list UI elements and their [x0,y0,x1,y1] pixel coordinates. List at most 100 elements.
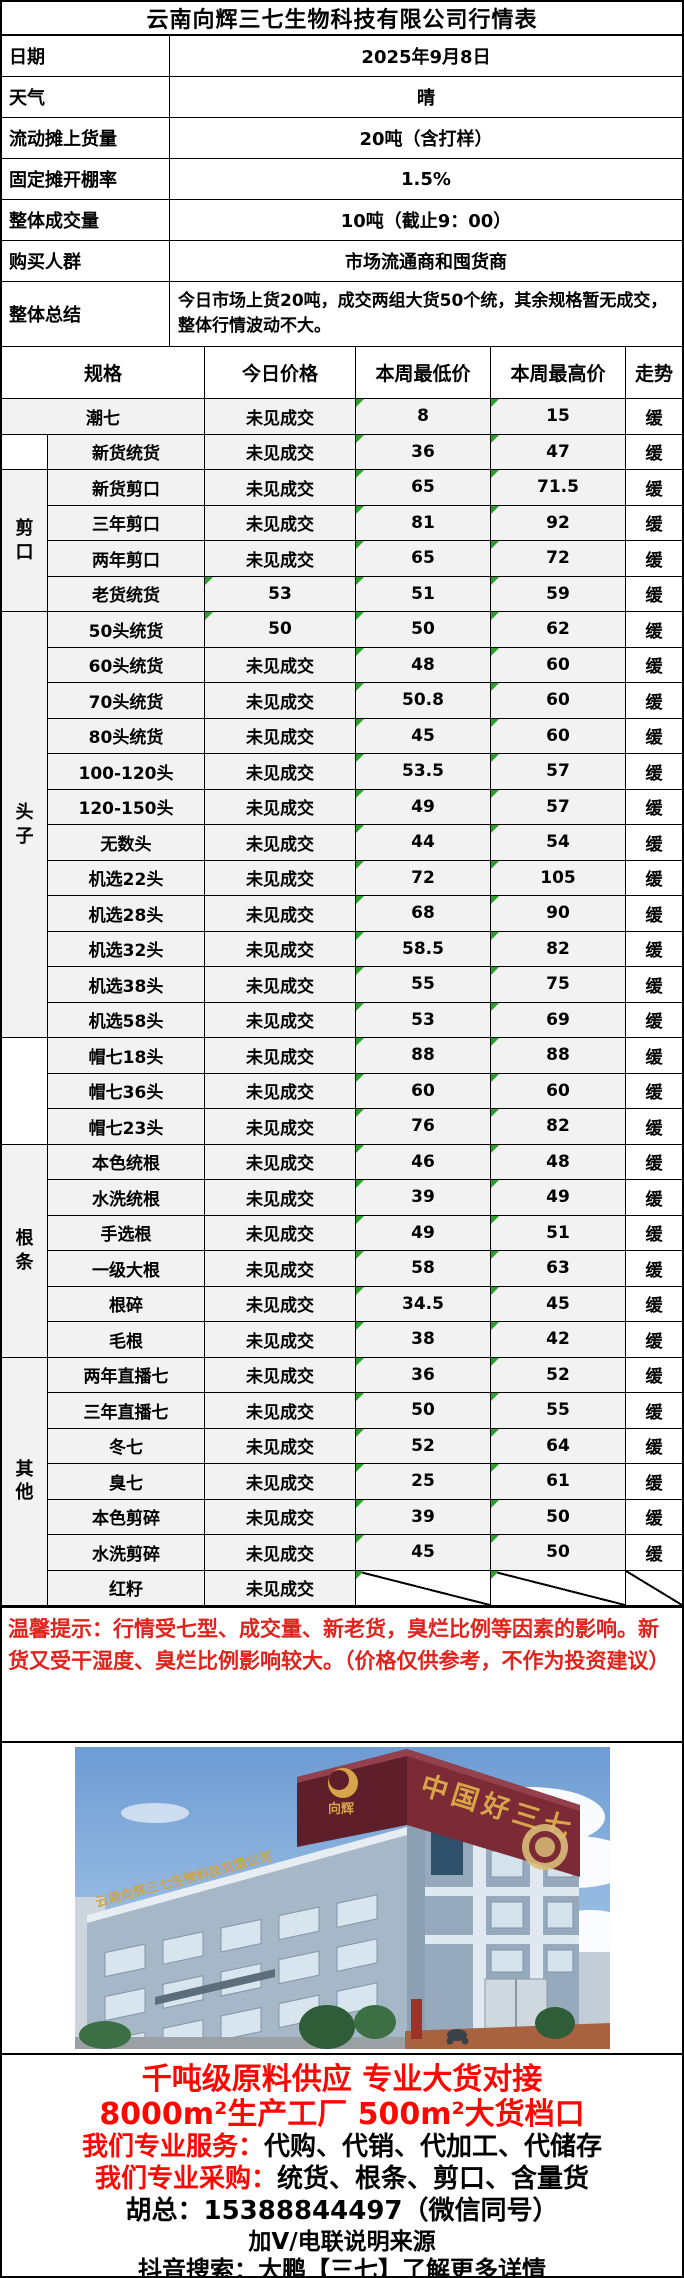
spec-cell: 帽七23头 [48,1109,205,1144]
week-low-cell: 36 [356,434,491,469]
footer-purchase: 我们专业采购：统货、根条、剪口、含量货 [94,2163,589,2195]
spec-cell: 50头统货 [48,612,205,647]
week-low-cell: 65 [356,541,491,576]
table-row: 老货统货 53 51 59 缓 [48,576,682,612]
week-low-cell: 58.5 [356,931,491,966]
table-row: 70头统货 未见成交 50.8 60 缓 [48,683,682,719]
table-row: 机选22头 未见成交 72 105 缓 [48,860,682,896]
summary-row: 整体总结 今日市场上货20吨，成交两组大货50个统，其余规格暂无成交，整体行情波… [2,282,682,347]
week-low-cell: 25 [356,1464,491,1499]
today-price-cell: 未见成交 [205,1002,356,1037]
today-price-cell: 未见成交 [205,1393,356,1428]
week-low-cell: 49 [356,789,491,824]
trend-cell: 缓 [626,931,682,966]
entrance-awning [154,1969,275,2005]
red-sign-post [410,1999,422,2039]
table-row: 帽七18头 未见成交 88 88 缓 [48,1038,682,1074]
table-row: 机选58头 未见成交 53 69 缓 [48,1002,682,1038]
spec-cell: 机选22头 [48,860,205,895]
today-price-cell: 未见成交 [205,1322,356,1357]
week-low-cell: 53 [356,1002,491,1037]
table-row: 三年剪口 未见成交 81 92 缓 [48,505,682,541]
week-high-cell: 45 [491,1286,626,1321]
week-high-cell: 48 [491,1144,626,1179]
summary-label: 整体总结 [2,282,170,346]
info-row: 日期 2025年9月8日 [2,36,682,77]
purchase-label: 我们专业采购： [94,2163,277,2194]
today-price-cell: 未见成交 [205,718,356,753]
week-high-cell: 15 [491,399,626,434]
week-low-cell: 55 [356,967,491,1002]
week-low-cell: 39 [356,1180,491,1215]
week-high-cell: 61 [491,1464,626,1499]
week-low-cell: 48 [356,647,491,682]
today-price-cell: 未见成交 [205,754,356,789]
today-price-cell: 未见成交 [205,860,356,895]
spec-cell: 老货统货 [48,576,205,611]
footer-contact: 胡总：15388844497（微信同号） [125,2195,559,2226]
trend-cell [626,1570,682,1605]
roof-sign-top-edge [296,1749,580,1811]
table-row: 红籽 未见成交 [48,1570,682,1606]
today-price-cell: 未见成交 [205,931,356,966]
info-value: 晴 [417,88,435,109]
spec-rows: 新货统货 未见成交 36 47 缓 新货剪口 未见成交 65 71.5 缓 三年… [48,434,682,1606]
week-high-cell: 47 [491,434,626,469]
header-spec: 规格 [2,347,205,398]
services-value: 代购、代销、代加工、代储存 [264,2132,603,2162]
today-price-cell: 50 [205,612,356,647]
trend-cell: 缓 [626,1286,682,1321]
week-high-cell: 90 [491,896,626,931]
spec-cell: 冬七 [48,1428,205,1463]
trend-cell: 缓 [626,647,682,682]
today-price-cell: 未见成交 [205,967,356,1002]
tower-band-1 [424,1887,579,1896]
trend-cell: 缓 [626,1499,682,1534]
header-week-low: 本周最低价 [356,347,491,398]
category-label: 根条 [15,1228,34,1273]
spec-cell: 本色统根 [48,1144,205,1179]
info-label: 整体成交量 [2,200,170,240]
week-high-cell [491,1570,626,1605]
table-body: 剪口 头子 根条 其他 新货统货 未见成交 36 [2,434,682,1606]
table-row: 两年直播七 未见成交 36 52 缓 [48,1357,682,1393]
week-low-cell: 34.5 [356,1286,491,1321]
week-high-cell: 50 [491,1535,626,1570]
trend-cell: 缓 [626,1357,682,1392]
table-header-row: 规格 今日价格 本周最低价 本周最高价 走势 [2,347,682,399]
week-low-cell: 88 [356,1038,491,1073]
week-high-cell: 105 [491,860,626,895]
table-row: 水洗剪碎 未见成交 45 50 缓 [48,1535,682,1571]
week-high-cell: 42 [491,1322,626,1357]
week-low-cell: 45 [356,718,491,753]
spec-cell: 机选28头 [48,896,205,931]
trend-cell: 缓 [626,896,682,931]
table-row: 新货剪口 未见成交 65 71.5 缓 [48,470,682,506]
table-row: 机选28头 未见成交 68 90 缓 [48,896,682,932]
spec-cell: 两年剪口 [48,541,205,576]
week-low-cell: 53.5 [356,754,491,789]
week-high-cell: 63 [491,1251,626,1286]
info-row: 整体成交量 10吨（截止9：00） [2,200,682,241]
week-high-cell: 57 [491,789,626,824]
week-low-cell [356,1570,491,1605]
trend-cell: 缓 [626,541,682,576]
week-high-cell: 60 [491,718,626,753]
table-row: 机选32头 未见成交 58.5 82 缓 [48,931,682,967]
spec-cell: 本色剪碎 [48,1499,205,1534]
category-label: 头子 [15,802,34,847]
table-row: 根碎 未见成交 34.5 45 缓 [48,1286,682,1322]
week-high-cell: 62 [491,612,626,647]
page-title: 云南向辉三七生物科技有限公司行情表 [2,2,682,36]
footer-services: 我们专业服务：代购、代销、代加工、代储存 [82,2132,603,2163]
left-wing-roof-trim [86,1827,407,1923]
trend-cell: 缓 [626,1393,682,1428]
category-column: 剪口 头子 根条 其他 [2,434,48,1606]
info-row: 天气 晴 [2,77,682,118]
trend-cell: 缓 [626,789,682,824]
table-row: 新货统货 未见成交 36 47 缓 [48,434,682,470]
trend-cell: 缓 [626,434,682,469]
week-low-cell: 50 [356,612,491,647]
week-high-cell: 54 [491,825,626,860]
today-price-cell: 53 [205,576,356,611]
